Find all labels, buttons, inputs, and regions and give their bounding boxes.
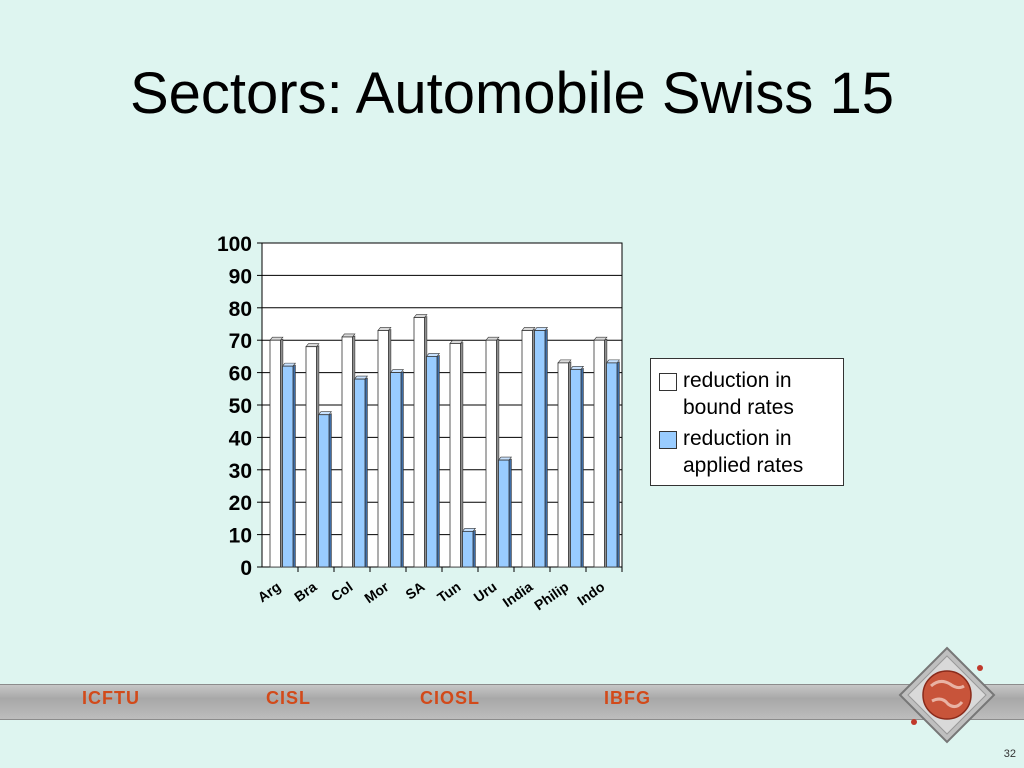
- bar-applied: [390, 372, 402, 568]
- bar-applied: [498, 459, 510, 568]
- legend-label-bound: reduction in bound rates: [683, 369, 794, 419]
- x-tick-label: Indo: [574, 578, 607, 608]
- bar-applied: [462, 530, 474, 568]
- bar-bound-top: [377, 327, 392, 331]
- x-tick-label: Bra: [291, 578, 319, 605]
- y-tick-label: 40: [229, 427, 252, 450]
- bar-applied: [318, 414, 330, 568]
- footer-band: ICFTU CISL CIOSL IBFG: [0, 684, 1024, 720]
- org-label-ibfg: IBFG: [604, 688, 651, 708]
- bar-applied: [354, 378, 366, 568]
- y-tick-label: 20: [229, 492, 252, 515]
- bar-applied: [570, 368, 582, 568]
- y-tick-label: 70: [229, 330, 252, 353]
- org-label-icftu: ICFTU: [82, 688, 140, 708]
- legend-swatch-applied: [659, 431, 677, 449]
- bar-applied-top: [317, 411, 333, 416]
- bar-applied-top: [569, 366, 585, 370]
- bar-applied-top: [533, 327, 549, 331]
- x-tick-label: Arg: [255, 578, 284, 605]
- x-tick-label: India: [500, 578, 536, 610]
- bar-applied-top: [425, 353, 441, 357]
- y-tick-label: 0: [240, 557, 252, 580]
- x-tick-label: Tun: [434, 578, 463, 605]
- x-tick-label: Mor: [361, 578, 392, 606]
- bar-bound: [593, 339, 605, 568]
- bar-applied-top: [605, 359, 621, 364]
- org-label-ciosl: CIOSL: [420, 688, 481, 708]
- y-tick-label: 30: [229, 460, 252, 483]
- y-tick-label: 60: [229, 363, 252, 386]
- bar-applied-top: [353, 375, 369, 380]
- bar-bound-top: [485, 336, 500, 341]
- bar-chart: 0 10 20 30 40 50 60 70 80 90 100 Arg Bra Col Mor SA Tun U…: [217, 233, 623, 613]
- legend-swatch-bound: [659, 373, 677, 391]
- y-tick-label: 80: [229, 298, 252, 321]
- legend-item-bound: reduction in bound rates: [659, 367, 837, 421]
- bar-applied: [426, 355, 438, 568]
- bar-bound-top: [593, 336, 608, 341]
- y-tick-label: 50: [229, 395, 252, 418]
- x-tick-label: Uru: [471, 578, 500, 605]
- chart-legend: reduction in bound rates reduction in ap…: [650, 358, 844, 486]
- bar-bound: [377, 330, 389, 568]
- globe-emblem-icon: [898, 646, 996, 744]
- bar-applied-top: [497, 456, 513, 461]
- slide-title: Sectors: Automobile Swiss 15: [129, 61, 895, 126]
- bar-bound: [305, 346, 317, 568]
- y-tick-label: 90: [229, 265, 252, 288]
- x-tick-label: Col: [328, 578, 356, 604]
- bar-applied-top: [281, 362, 297, 367]
- page-number: 32: [1003, 748, 1016, 760]
- bar-bound: [521, 330, 533, 568]
- y-tick-label: 10: [229, 525, 252, 548]
- bar-bound: [557, 362, 569, 568]
- bar-bound: [341, 336, 353, 568]
- legend-item-applied: reduction in applied rates: [659, 425, 837, 479]
- bar-bound: [269, 339, 281, 568]
- org-label-cisl: CISL: [266, 688, 312, 708]
- bar-applied: [606, 362, 618, 568]
- bar-bound: [413, 317, 425, 568]
- bar-bound-top: [269, 336, 284, 341]
- bar-bound-top: [449, 340, 464, 344]
- bar-bound: [449, 343, 461, 568]
- bar-applied: [282, 365, 294, 568]
- bar-applied: [534, 330, 546, 568]
- bar-bound: [485, 339, 497, 568]
- legend-label-applied: reduction in applied rates: [683, 427, 804, 477]
- x-tick-label: Philip: [531, 578, 571, 613]
- bar-bound-top: [521, 327, 536, 331]
- bar-applied-top: [461, 528, 477, 532]
- bar-bound-top: [305, 343, 320, 347]
- y-tick-label: 100: [217, 233, 252, 256]
- x-tick-label: SA: [402, 578, 427, 602]
- bar-bound-top: [413, 314, 428, 318]
- bar-applied-top: [389, 369, 405, 373]
- bar-bound-top: [557, 359, 572, 364]
- bar-bound-top: [341, 333, 356, 338]
